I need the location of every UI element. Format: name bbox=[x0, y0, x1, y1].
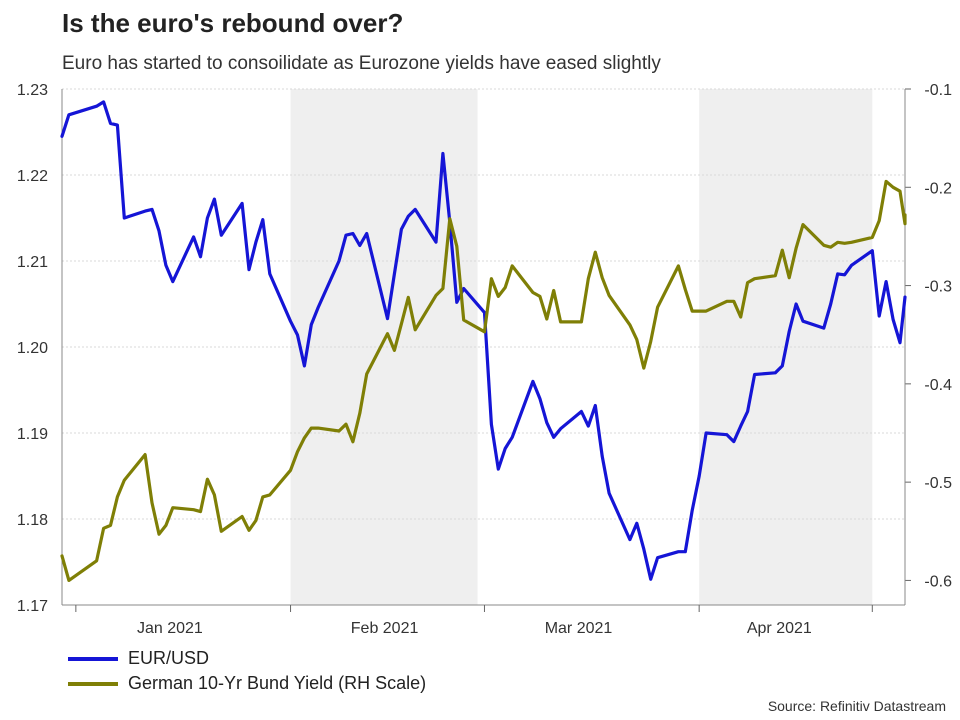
y-left-tick-label: 1.23 bbox=[17, 82, 48, 99]
x-tick-label: Feb 2021 bbox=[351, 620, 419, 637]
y-right-tick-label: -0.5 bbox=[924, 475, 952, 492]
legend-label-bund: German 10-Yr Bund Yield (RH Scale) bbox=[128, 673, 427, 693]
y-left-tick-label: 1.18 bbox=[17, 512, 48, 529]
y-right-tick-label: -0.2 bbox=[924, 180, 952, 197]
y-right-tick-label: -0.1 bbox=[924, 82, 952, 99]
y-left-tick-label: 1.20 bbox=[17, 340, 48, 357]
y-left-tick-label: 1.17 bbox=[17, 598, 48, 615]
y-left-tick-label: 1.22 bbox=[17, 168, 48, 185]
legend-entry-bund: German 10-Yr Bund Yield (RH Scale) bbox=[68, 671, 426, 696]
eurusd-series-line bbox=[60, 100, 907, 581]
legend-swatch-bund bbox=[68, 681, 118, 686]
chart-title: Is the euro's rebound over? bbox=[62, 8, 404, 38]
legend-label-eurusd: EUR/USD bbox=[128, 648, 210, 668]
y-right-tick-label: -0.6 bbox=[924, 573, 952, 590]
source-note: Source: Refinitiv Datastream bbox=[767, 698, 946, 714]
x-tick-label: Mar 2021 bbox=[545, 620, 613, 637]
legend-entry-eurusd: EUR/USD bbox=[68, 646, 426, 671]
y-left-tick-label: 1.21 bbox=[17, 254, 48, 271]
x-tick-label: Jan 2021 bbox=[137, 620, 203, 637]
y-right-tick-label: -0.3 bbox=[924, 279, 952, 296]
y-left-tick-label: 1.19 bbox=[17, 426, 48, 443]
x-tick-label: Apr 2021 bbox=[747, 620, 812, 637]
y-right-tick-label: -0.4 bbox=[924, 377, 952, 394]
legend-swatch-eurusd bbox=[68, 656, 118, 661]
bund-yield-series-line bbox=[60, 179, 907, 582]
legend: EUR/USD German 10-Yr Bund Yield (RH Scal… bbox=[68, 646, 426, 696]
chart-subtitle: Euro has started to consoilidate as Euro… bbox=[62, 53, 661, 74]
